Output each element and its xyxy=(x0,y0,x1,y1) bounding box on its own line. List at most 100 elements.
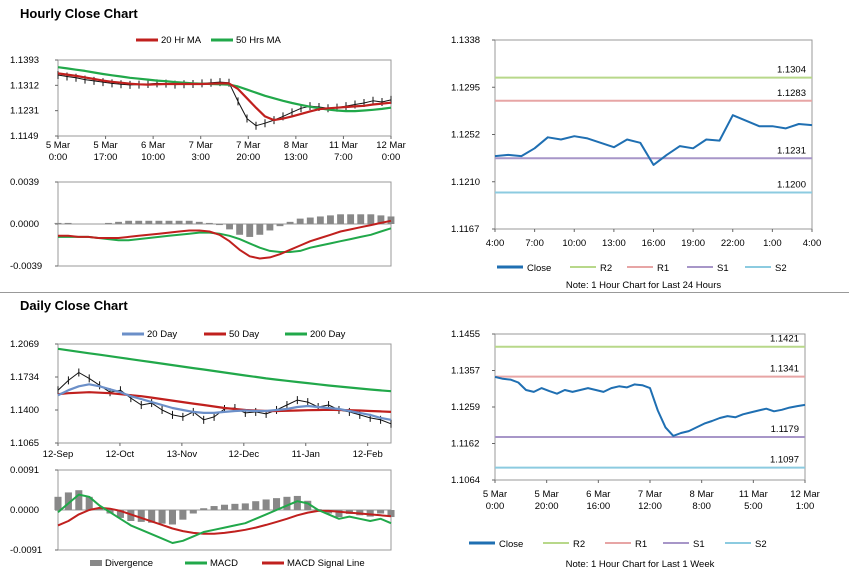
x-tick-label: 10:00 xyxy=(141,152,165,163)
divergence-bar xyxy=(377,215,385,224)
legend-label: 20 Day xyxy=(147,329,177,340)
divergence-bar xyxy=(366,510,374,517)
x-tick-label: 5 Mar xyxy=(535,489,559,500)
divergence-bar xyxy=(377,510,385,514)
plot-frame xyxy=(57,59,392,137)
daily-levels-chart: 1.1455 1.1357 1.1259 1.1162 1.1064 1.1421 1.13… xyxy=(451,329,820,570)
legend-label: S2 xyxy=(775,263,787,274)
y-tick-label: 1.1162 xyxy=(451,439,479,450)
divergence-bar xyxy=(105,222,112,224)
y-tick-label: 1.1734 xyxy=(10,372,39,383)
y-tick-label: 1.1393 xyxy=(10,55,39,66)
x-tick-label: 13:00 xyxy=(602,238,626,249)
divergence-bar xyxy=(246,224,254,237)
daily-section-title: Daily Close Chart xyxy=(20,298,128,313)
x-tick-label: 8 Mar xyxy=(690,489,714,500)
divergence-bar xyxy=(64,222,72,224)
divergence-bar xyxy=(266,224,274,231)
legend-label: S1 xyxy=(717,263,729,274)
divergence-bar xyxy=(316,216,324,224)
level-label-s1: 1.1179 xyxy=(771,424,799,435)
x-tick-label: 5:00 xyxy=(744,501,763,512)
x-tick-label: 12-Feb xyxy=(353,449,383,460)
divergence-bar xyxy=(185,220,193,224)
daily-macd-chart: 0.0091 0.0000 -0.0091 Divergence MACD MACD Si… xyxy=(10,465,395,569)
x-tick-label: 5 Mar xyxy=(93,140,117,151)
y-tick-label: -0.0039 xyxy=(10,261,42,272)
macd-line xyxy=(58,219,392,260)
x-tick-label: 13:00 xyxy=(284,152,308,163)
macd-line xyxy=(57,493,392,544)
divergence-bar xyxy=(262,499,270,510)
divergence-bar xyxy=(304,500,312,510)
divergence-bar xyxy=(165,220,173,224)
legend-label: MACD Signal Line xyxy=(287,558,365,569)
y-tick-label: 1.1338 xyxy=(451,35,480,46)
divergence-bar xyxy=(205,222,213,224)
level-label-s1: 1.1231 xyxy=(777,145,806,156)
y-tick-label: 1.1455 xyxy=(451,329,480,340)
y-tick-label: 1.1252 xyxy=(451,130,480,141)
x-tick-label: 12-Sep xyxy=(43,449,74,460)
y-tick-label: 1.1149 xyxy=(10,131,38,142)
x-tick-label: 1:00 xyxy=(796,501,815,512)
divergence-bar xyxy=(189,510,197,514)
y-tick-label: 0.0039 xyxy=(10,177,39,188)
divergence-bar xyxy=(296,218,304,224)
y-tick-label: 1.1312 xyxy=(10,80,39,91)
divergence-bar xyxy=(155,220,163,224)
divergence-bar xyxy=(54,496,62,510)
x-tick-label: 11 Mar xyxy=(739,489,768,500)
divergence-bar xyxy=(293,495,301,510)
y-tick-label: 1.1064 xyxy=(451,475,480,486)
divergence-bar xyxy=(252,501,260,510)
hourly-levels-chart: 1.1338 1.1295 1.1252 1.1210 1.1167 1.1304 1.12… xyxy=(451,35,821,291)
y-tick-label: 1.1259 xyxy=(451,402,480,413)
x-tick-label: 5 Mar xyxy=(46,140,70,151)
legend-label: S2 xyxy=(755,539,767,550)
divergence-bar xyxy=(116,510,124,518)
divergence-bar xyxy=(276,224,284,227)
x-tick-label: 10:00 xyxy=(562,238,586,249)
x-tick-label: 8 Mar xyxy=(284,140,308,151)
x-tick-label: 16:00 xyxy=(642,238,666,249)
legend-label: S1 xyxy=(693,539,705,550)
x-tick-label: 0:00 xyxy=(49,152,68,163)
x-tick-label: 7 Mar xyxy=(236,140,260,151)
level-label-r1: 1.1341 xyxy=(770,364,799,375)
divergence-bar xyxy=(220,504,229,510)
divergence-bar xyxy=(216,224,223,226)
x-tick-label: 12-Dec xyxy=(229,449,260,460)
hourly-section-title: Hourly Close Chart xyxy=(20,6,138,21)
divergence-bar xyxy=(135,220,143,224)
x-tick-label: 8:00 xyxy=(692,501,711,512)
level-label-r1: 1.1283 xyxy=(777,88,806,99)
divergence-bar xyxy=(75,490,83,510)
divergence-bar xyxy=(286,221,294,224)
x-tick-label: 7 Mar xyxy=(189,140,213,151)
legend-label: R1 xyxy=(635,539,647,550)
level-label-s2: 1.1200 xyxy=(777,180,806,191)
y-tick-label: 1.1400 xyxy=(10,405,39,416)
divergence-bar xyxy=(367,214,375,224)
plot-frame xyxy=(494,39,813,230)
divergence-bar xyxy=(241,503,249,510)
close-line xyxy=(494,114,813,166)
x-tick-label: 7:00 xyxy=(334,152,353,163)
divergence-bar xyxy=(357,214,365,224)
legend-label: 50 Day xyxy=(229,329,259,340)
ma20-line xyxy=(57,72,392,122)
x-tick-label: 12-Oct xyxy=(106,449,135,460)
divergence-bar xyxy=(387,510,395,518)
y-tick-label: 1.2069 xyxy=(10,339,39,350)
x-tick-label: 4:00 xyxy=(486,238,505,249)
section-divider xyxy=(0,292,849,293)
divergence-bar xyxy=(337,214,344,224)
chart-note: Note: 1 Hour Chart for Last 24 Hours xyxy=(566,280,721,291)
legend-swatch xyxy=(90,560,102,566)
legend-label: Close xyxy=(527,263,551,274)
divergence-bar xyxy=(125,220,133,224)
close-line xyxy=(494,375,806,437)
legend-label: Divergence xyxy=(105,558,153,569)
